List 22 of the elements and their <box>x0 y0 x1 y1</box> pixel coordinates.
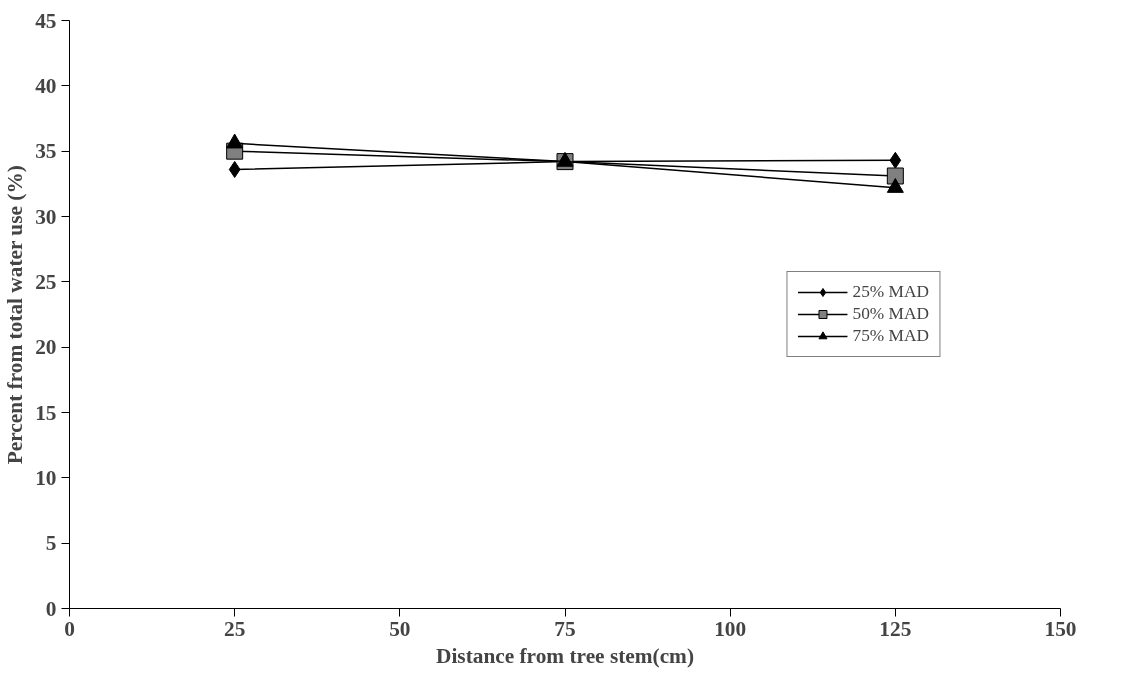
legend-label: 50% MAD <box>852 304 929 324</box>
y-tick-label: 5 <box>45 531 57 556</box>
y-tick-label: 25 <box>35 269 57 294</box>
x-tick-label: 150 <box>1044 616 1077 641</box>
x-tick-label: 0 <box>64 616 75 641</box>
y-tick-label: 20 <box>35 335 57 360</box>
legend-label: 75% MAD <box>852 326 929 346</box>
x-tick-label: 50 <box>389 616 411 641</box>
y-tick-label: 35 <box>35 139 57 164</box>
y-axis-title: Percent from total water use (%) <box>3 165 28 465</box>
x-tick-label: 25 <box>224 616 246 641</box>
x-tick-label: 100 <box>714 616 747 641</box>
x-axis-title: Distance from tree stem(cm) <box>436 643 695 668</box>
x-tick-label: 75 <box>554 616 576 641</box>
y-tick-label: 45 <box>35 8 57 33</box>
y-tick-label: 40 <box>35 73 57 98</box>
x-tick-label: 125 <box>879 616 912 641</box>
y-tick-label: 10 <box>35 465 57 490</box>
y-tick-label: 0 <box>45 596 57 621</box>
y-tick-label: 30 <box>35 204 57 229</box>
y-tick-label: 15 <box>35 400 57 425</box>
legend-label: 25% MAD <box>852 282 929 302</box>
